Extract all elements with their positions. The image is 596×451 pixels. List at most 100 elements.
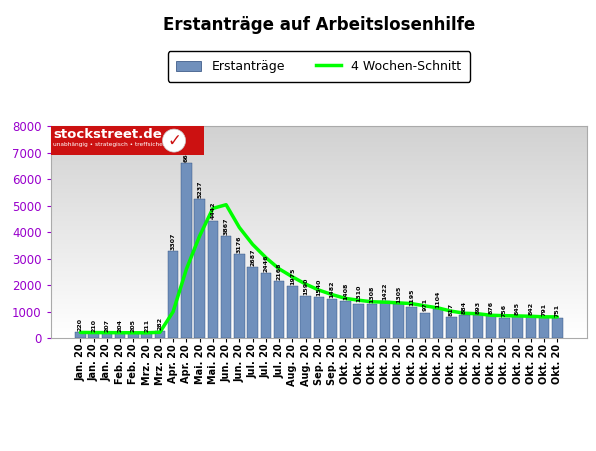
Bar	[115, 333, 125, 338]
Bar	[51, 170, 587, 171]
Bar	[247, 267, 258, 338]
Bar	[51, 264, 587, 265]
Bar	[181, 163, 192, 338]
Bar	[51, 174, 587, 175]
Bar	[51, 245, 587, 246]
Bar	[51, 213, 587, 214]
Bar	[51, 282, 587, 283]
Bar	[51, 163, 587, 165]
Bar	[51, 305, 587, 307]
Bar	[51, 298, 587, 299]
Bar	[141, 333, 152, 338]
Bar	[51, 290, 587, 292]
Bar	[51, 275, 587, 276]
Text: 791: 791	[542, 303, 547, 316]
Bar	[51, 193, 587, 194]
Bar	[51, 277, 587, 278]
Bar	[51, 248, 587, 249]
Bar	[51, 231, 587, 232]
Bar	[51, 190, 587, 191]
Bar	[51, 337, 587, 338]
Bar	[51, 301, 587, 302]
Bar	[51, 265, 587, 266]
Bar	[51, 139, 587, 140]
Bar	[51, 327, 587, 329]
Bar	[51, 326, 587, 327]
Bar	[51, 143, 587, 144]
Bar	[51, 214, 587, 215]
Bar	[221, 236, 231, 338]
Bar	[51, 211, 587, 212]
Bar	[51, 278, 587, 279]
Bar	[51, 334, 587, 335]
Bar	[51, 160, 587, 161]
Bar	[51, 189, 587, 190]
Text: 205: 205	[131, 319, 136, 332]
Bar	[51, 324, 587, 326]
Bar	[51, 247, 587, 248]
Bar	[526, 316, 536, 338]
Bar	[51, 199, 587, 200]
Bar	[234, 254, 244, 338]
Bar	[51, 259, 587, 260]
Bar	[51, 249, 587, 250]
Bar	[51, 136, 587, 137]
Text: 207: 207	[104, 319, 109, 331]
Bar	[51, 311, 587, 312]
Bar	[51, 261, 587, 262]
Bar	[51, 287, 587, 289]
Bar	[51, 292, 587, 293]
Bar	[51, 281, 587, 282]
Bar	[51, 276, 587, 277]
Text: Erstanträge auf Arbeitslosenhilfe: Erstanträge auf Arbeitslosenhilfe	[163, 16, 475, 34]
Bar	[51, 210, 587, 211]
Text: 2687: 2687	[250, 249, 255, 266]
Bar	[51, 221, 587, 222]
Bar	[51, 173, 587, 174]
Bar	[51, 244, 587, 245]
Bar	[433, 309, 443, 338]
Bar	[51, 177, 587, 178]
Bar	[51, 232, 587, 233]
Bar	[51, 224, 587, 225]
Bar	[486, 315, 496, 338]
Bar	[51, 256, 587, 257]
Bar	[51, 158, 587, 159]
Text: 1305: 1305	[396, 285, 401, 303]
Bar	[75, 332, 86, 338]
Bar	[51, 162, 587, 163]
Bar	[51, 151, 587, 152]
Text: 3176: 3176	[237, 235, 242, 253]
Bar	[51, 272, 587, 274]
Bar	[51, 314, 587, 315]
Text: 2446: 2446	[263, 255, 268, 272]
Text: 282: 282	[157, 317, 162, 330]
Bar	[168, 251, 178, 338]
Bar	[51, 157, 587, 158]
Bar	[51, 303, 587, 304]
Bar	[300, 296, 311, 338]
Bar	[51, 241, 587, 242]
Bar	[51, 254, 587, 256]
Bar	[51, 239, 587, 241]
Bar	[51, 302, 587, 303]
Bar	[51, 130, 587, 132]
Text: 842: 842	[529, 302, 533, 315]
Bar	[51, 285, 587, 286]
Bar	[51, 335, 587, 336]
Text: 1408: 1408	[343, 282, 348, 300]
Bar	[51, 304, 587, 305]
Bar	[51, 218, 587, 220]
Bar	[51, 176, 587, 177]
Bar	[51, 332, 587, 333]
Bar	[51, 148, 587, 150]
Bar	[51, 268, 587, 269]
Bar	[51, 153, 587, 154]
Bar	[51, 202, 587, 204]
Text: 756: 756	[502, 304, 507, 317]
Bar	[51, 159, 587, 160]
Bar	[51, 180, 587, 181]
Bar	[51, 322, 587, 323]
Bar	[51, 204, 587, 205]
Bar	[51, 307, 587, 308]
